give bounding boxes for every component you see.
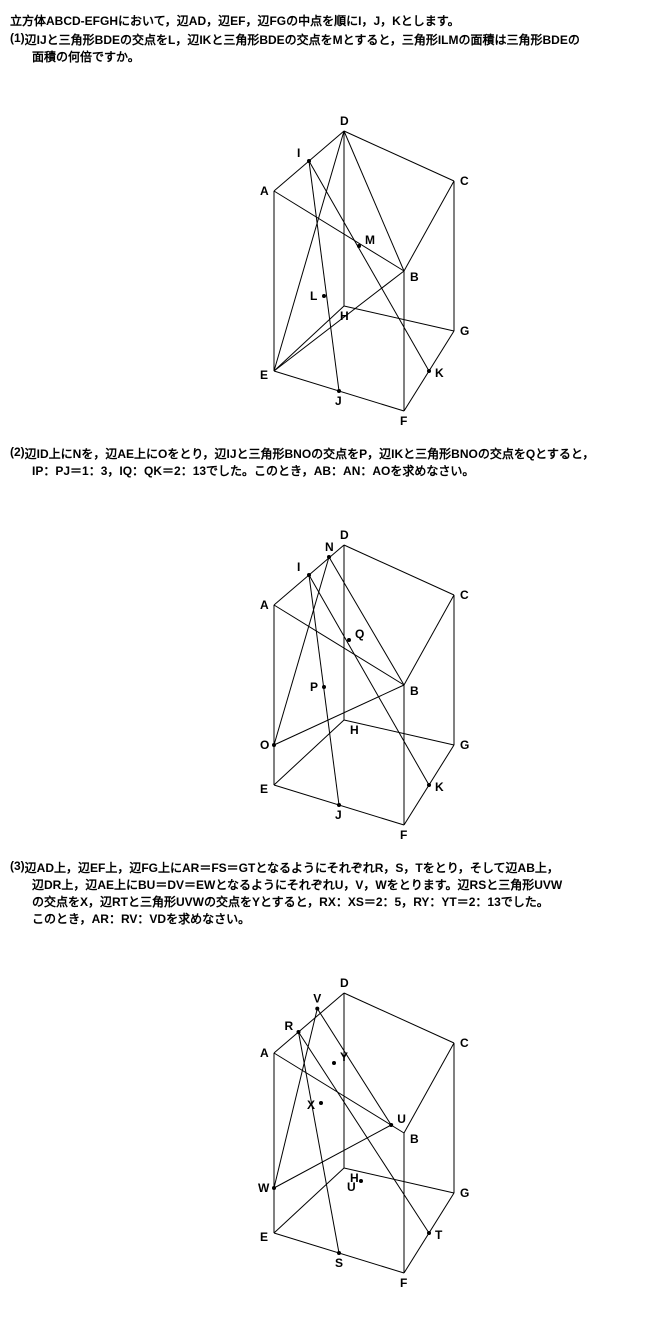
q3-number: (3) <box>10 859 25 876</box>
svg-text:G: G <box>460 324 469 338</box>
question-2: (2) 辺ID上にNを，辺AE上にOをとり，辺IJと三角形BNOの交点をP，辺I… <box>10 445 657 479</box>
svg-text:K: K <box>435 780 444 794</box>
intro-text: 立方体ABCD-EFGHにおいて，辺AD，辺EF，辺FGの中点を順にI，J，Kと… <box>10 12 657 29</box>
svg-text:X: X <box>307 1098 315 1112</box>
q3-line3: の交点をX，辺RTと三角形UVWの交点をYとすると，RX：XS＝2：5，RY：Y… <box>10 893 657 910</box>
svg-text:E: E <box>260 782 268 796</box>
q2-line2: IP：PJ＝1：3，IQ：QK＝2：13でした。このとき，AB：AN：AOを求め… <box>10 462 657 479</box>
question-3: (3) 辺AD上，辺EF上，辺FG上にAR＝FS＝GTとなるようにそれぞれR，S… <box>10 859 657 927</box>
svg-text:F: F <box>400 828 407 842</box>
q2-line1: 辺ID上にNを，辺AE上にOをとり，辺IJと三角形BNOの交点をP，辺IKと三角… <box>25 445 657 462</box>
svg-text:D: D <box>340 528 349 542</box>
svg-text:E: E <box>260 1230 268 1244</box>
svg-text:I: I <box>297 560 300 574</box>
svg-text:C: C <box>460 174 469 188</box>
svg-text:A: A <box>260 1046 269 1060</box>
svg-text:M: M <box>365 233 375 247</box>
q3-line1: 辺AD上，辺EF上，辺FG上にAR＝FS＝GTとなるようにそれぞれR，S，Tをと… <box>25 859 657 876</box>
svg-text:P: P <box>310 680 318 694</box>
svg-text:W: W <box>258 1181 270 1195</box>
figure-3: ABCDEFGHRSTUUVWXY <box>154 933 514 1293</box>
svg-text:Q: Q <box>355 627 364 641</box>
svg-text:B: B <box>410 270 419 284</box>
q1-number: (1) <box>10 31 25 48</box>
svg-text:D: D <box>340 976 349 990</box>
svg-text:L: L <box>310 289 317 303</box>
q3-line4: このとき，AR：RV：VDを求めなさい。 <box>10 910 657 927</box>
q3-line2: 辺DR上，辺AE上にBU＝DV＝EWとなるようにそれぞれU，V，Wをとります。辺… <box>10 876 657 893</box>
svg-text:B: B <box>410 684 419 698</box>
svg-text:A: A <box>260 598 269 612</box>
figure-2: A B C D E F G H I J K N O P Q <box>154 485 514 845</box>
svg-text:A: A <box>260 184 269 198</box>
question-1: (1) 辺IJと三角形BDEの交点をL，辺IKと三角形BDEの交点をMとすると，… <box>10 31 657 65</box>
svg-text:U: U <box>347 1180 356 1194</box>
svg-text:Y: Y <box>340 1050 348 1064</box>
svg-text:J: J <box>335 808 342 822</box>
svg-text:F: F <box>400 414 407 428</box>
svg-text:R: R <box>284 1019 293 1033</box>
figure-1: A B C D E F G H I J K L M <box>154 71 514 431</box>
svg-text:K: K <box>435 366 444 380</box>
svg-text:S: S <box>335 1256 343 1270</box>
svg-text:C: C <box>460 588 469 602</box>
svg-text:J: J <box>335 394 342 408</box>
svg-text:T: T <box>435 1228 443 1242</box>
svg-text:O: O <box>260 738 269 752</box>
svg-text:D: D <box>340 114 349 128</box>
svg-text:H: H <box>340 309 349 323</box>
q1-line1: 辺IJと三角形BDEの交点をL，辺IKと三角形BDEの交点をMとすると，三角形I… <box>25 31 657 48</box>
q2-number: (2) <box>10 445 25 462</box>
svg-text:V: V <box>313 992 321 1006</box>
svg-text:F: F <box>400 1276 407 1290</box>
svg-text:E: E <box>260 368 268 382</box>
svg-text:B: B <box>410 1132 419 1146</box>
svg-text:G: G <box>460 1186 469 1200</box>
svg-text:G: G <box>460 738 469 752</box>
svg-text:I: I <box>297 146 300 160</box>
svg-text:H: H <box>350 723 359 737</box>
svg-text:N: N <box>325 540 334 554</box>
svg-text:C: C <box>460 1036 469 1050</box>
svg-text:U: U <box>397 1112 406 1126</box>
q1-line2: 面積の何倍ですか。 <box>10 48 657 65</box>
